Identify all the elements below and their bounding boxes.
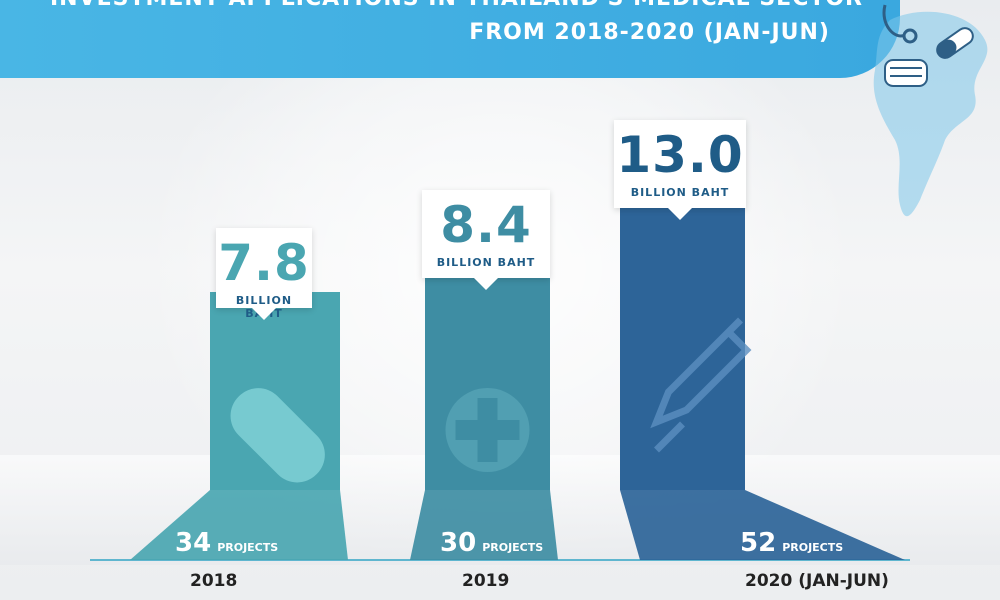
value-unit-2020: BILLION BAHT <box>630 186 730 199</box>
bar-2019 <box>410 276 558 560</box>
value-callout-2018: 7.8 BILLION BAHT <box>216 228 312 320</box>
projects-label-2020: 52 PROJECTS <box>740 528 843 558</box>
title-line-1: INVESTMENT APPLICATIONS IN THAILAND'S ME… <box>50 0 863 11</box>
value-callout-2019: 8.4 BILLION BAHT <box>422 190 550 290</box>
thailand-map-icon <box>873 4 988 217</box>
bar-foot-2019 <box>410 490 558 560</box>
bar-foot-2018 <box>130 490 348 560</box>
data-label-2018: 7.8 <box>218 234 310 292</box>
capsule-icon <box>936 27 974 59</box>
syringe-icon <box>650 317 752 453</box>
data-label-2019: 8.4 <box>440 196 532 254</box>
data-label-2020: 13.0 <box>616 126 744 184</box>
x-tick-label-2019: 2019 <box>462 571 510 591</box>
mask-icon <box>884 59 928 87</box>
bar-2018 <box>130 292 348 560</box>
projects-label-2018: 34 PROJECTS <box>175 528 278 558</box>
x-tick-label-2020: 2020 (JAN-JUN) <box>745 571 889 591</box>
bar-foot-2020 <box>620 490 905 560</box>
projects-unit: PROJECTS <box>782 541 844 554</box>
projects-unit: PROJECTS <box>482 541 544 554</box>
projects-label-2019: 30 PROJECTS <box>440 528 543 558</box>
projects-count-2019: 30 <box>440 528 477 558</box>
projects-count-2020: 52 <box>740 528 777 558</box>
x-tick-label-2018: 2018 <box>190 571 238 591</box>
value-unit-2018: BILLION BAHT <box>235 294 293 320</box>
projects-count-2018: 34 <box>175 528 212 558</box>
value-callout-2020: 13.0 BILLION BAHT <box>614 120 746 220</box>
stethoscope-icon <box>882 4 918 44</box>
projects-unit: PROJECTS <box>217 541 279 554</box>
capsule-icon <box>230 388 325 483</box>
header-banner <box>0 0 900 78</box>
value-unit-2019: BILLION BAHT <box>436 256 536 269</box>
bar-2020 <box>620 160 905 560</box>
medical-cross-icon <box>445 388 530 472</box>
title-line-2: FROM 2018-2020 (JAN-JUN) <box>469 20 830 45</box>
